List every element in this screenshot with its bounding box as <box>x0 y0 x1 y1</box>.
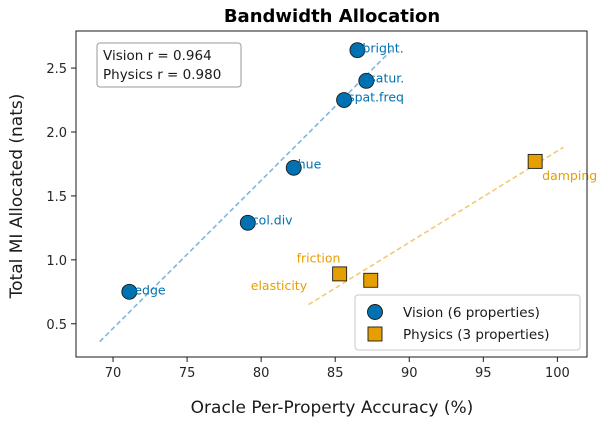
legend-marker-vision <box>367 304 383 320</box>
data-point-vision-bright <box>349 42 366 59</box>
legend-marker-physics <box>367 326 383 342</box>
stats-line: Vision r = 0.964 <box>103 48 212 64</box>
legend-label-physics: Physics (3 properties) <box>403 327 550 343</box>
trend-line-physics <box>308 146 564 306</box>
point-label-bright: bright. <box>362 41 403 56</box>
point-label-spatfreq: spat.freq <box>348 90 404 105</box>
x-tick-label: 90 <box>401 366 418 381</box>
x-tick-label: 95 <box>475 366 492 381</box>
y-tick-label: 1.0 <box>46 254 67 269</box>
legend-box <box>354 294 581 351</box>
chart-title: Bandwidth Allocation <box>224 6 440 27</box>
x-tick-label: 70 <box>105 366 122 381</box>
point-label-elasticity: elasticity <box>251 278 308 293</box>
x-axis-title: Oracle Per-Property Accuracy (%) <box>191 398 474 418</box>
point-label-hue: hue <box>298 156 322 171</box>
y-axis-title: Total MI Allocated (nats) <box>7 94 27 300</box>
stats-box <box>96 42 242 88</box>
data-point-physics-damping <box>527 153 543 169</box>
x-tick-label: 100 <box>545 366 570 381</box>
y-tick-label: 2.0 <box>46 126 67 141</box>
data-point-physics-friction <box>332 266 348 282</box>
x-tick-label: 85 <box>327 366 344 381</box>
legend-label-vision: Vision (6 properties) <box>403 305 540 321</box>
trend-line-vision <box>99 49 393 343</box>
x-tick-label: 75 <box>179 366 196 381</box>
data-point-physics-elasticity <box>363 272 379 288</box>
data-point-vision-edge <box>121 283 138 300</box>
point-label-edge: edge <box>134 282 166 297</box>
point-label-coldiv: col.div <box>252 212 293 227</box>
x-tick-label: 80 <box>253 366 270 381</box>
data-point-vision-coldiv <box>239 214 256 231</box>
point-label-satur: satur. <box>369 70 404 85</box>
point-label-damping: damping <box>542 168 597 183</box>
plot-area: edge col.div hue spat.freq bright. satur. fric… <box>46 30 597 381</box>
data-point-vision-satur <box>358 72 375 89</box>
data-point-vision-hue <box>285 159 302 176</box>
y-tick-label: 1.5 <box>46 190 67 205</box>
plot-frame <box>75 30 588 358</box>
y-tick-label: 2.5 <box>46 62 67 77</box>
data-point-vision-spatfreq <box>336 92 353 108</box>
point-label-friction: friction <box>297 250 341 265</box>
stats-line: Physics r = 0.980 <box>103 67 221 83</box>
y-tick-label: 0.5 <box>46 318 67 333</box>
